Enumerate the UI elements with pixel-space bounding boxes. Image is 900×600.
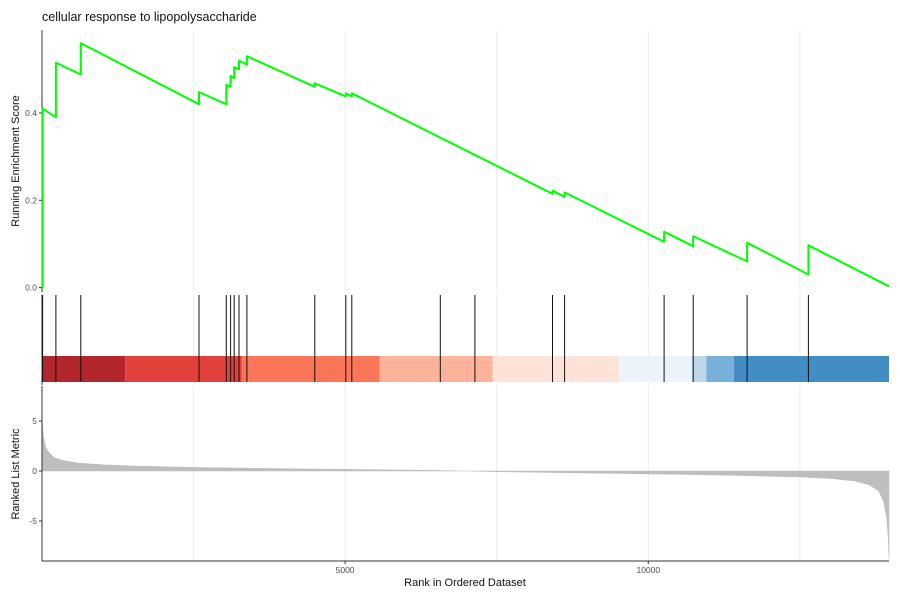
enrichment-y-tick-label: 0.2 xyxy=(25,195,37,205)
ranked-metric-area xyxy=(41,418,890,560)
enrichment-y-ticks: 0.0 0.2 0.4 xyxy=(25,108,42,293)
enrichment-y-tick-label: 0.0 xyxy=(25,283,37,293)
ranked-metric-fill xyxy=(41,418,890,560)
rank-color-bands xyxy=(42,356,889,382)
ranked-metric-y-tick-label: 0 xyxy=(32,466,37,476)
rank-color-band xyxy=(241,356,380,382)
rank-color-band xyxy=(618,356,692,382)
rank-color-band xyxy=(692,356,707,382)
ranked-metric-panel: -5 0 5 5000 10000 Ranked List Metric Rank i… xyxy=(10,386,890,589)
running-enrichment-score-series xyxy=(41,42,890,289)
rank-color-band xyxy=(125,356,242,382)
ranked-metric-axes xyxy=(41,386,889,562)
enrichment-score-line xyxy=(41,42,890,289)
x-axis-tick-label: 10000 xyxy=(636,565,660,575)
plot-title: cellular response to lipopolysaccharide xyxy=(42,10,257,24)
x-axis-tick-label: 5000 xyxy=(336,565,355,575)
rank-color-band xyxy=(379,356,493,382)
enrichment-y-tick-label: 0.4 xyxy=(25,108,37,118)
enrichment-panel: 0.0 0.2 0.4 Running Enrichment Score xyxy=(10,30,890,293)
ranked-metric-y-tick-label: -5 xyxy=(29,516,37,526)
ranked-metric-y-tick-label: 5 xyxy=(32,416,37,426)
ranked-metric-y-axis-title: Ranked List Metric xyxy=(10,428,22,520)
enrichment-gridlines xyxy=(193,30,801,292)
ranked-metric-y-ticks: -5 0 5 xyxy=(29,416,42,526)
rank-color-band xyxy=(42,356,126,382)
gene-hit-lines xyxy=(42,295,809,382)
rank-color-band xyxy=(706,356,734,382)
rank-color-band xyxy=(492,356,619,382)
rank-color-band xyxy=(733,356,889,382)
enrichment-y-axis-title: Running Enrichment Score xyxy=(10,95,22,226)
x-axis-ticks: 5000 10000 xyxy=(336,561,660,575)
hits-panel xyxy=(41,295,889,385)
x-axis-title: Rank in Ordered Dataset xyxy=(404,577,526,589)
